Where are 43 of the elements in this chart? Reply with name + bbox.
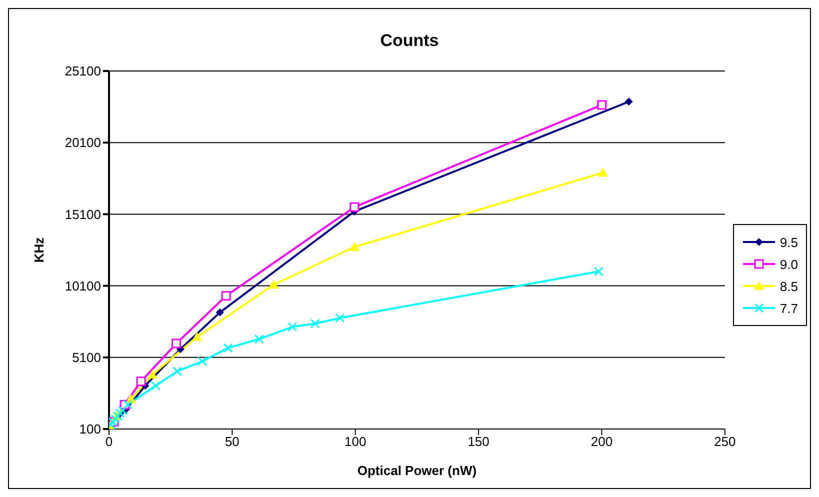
point <box>350 202 360 212</box>
point <box>288 322 298 332</box>
point <box>118 406 128 416</box>
point <box>172 338 182 348</box>
x-tick-label: 150 <box>468 434 490 450</box>
point <box>221 291 231 301</box>
legend-label: 9.0 <box>780 256 798 272</box>
point <box>115 408 125 418</box>
point <box>192 332 202 341</box>
point <box>310 318 320 328</box>
y-tick-label: 20100 <box>64 135 101 150</box>
point <box>150 381 160 391</box>
point <box>335 313 345 323</box>
x-tick-label: 200 <box>590 434 613 450</box>
point <box>136 376 146 386</box>
x-tick-label: 0 <box>105 434 113 450</box>
y-tick-label: 15100 <box>64 206 101 222</box>
point <box>598 168 608 177</box>
point <box>147 370 158 379</box>
y-axis-title: KHz <box>32 236 47 263</box>
chart-title: Counts <box>379 31 440 52</box>
x-tick-label: 250 <box>714 434 736 450</box>
y-tick-label: 100 <box>79 422 101 437</box>
x-axis-title: Optical Power (nW) <box>357 463 477 478</box>
point <box>349 242 360 251</box>
legend-label: 9.5 <box>780 234 798 250</box>
legend-label: 8.5 <box>780 278 798 294</box>
legend-label: 7.7 <box>780 300 798 316</box>
y-tick-label: 25100 <box>64 64 101 79</box>
x-tick-label: 100 <box>344 434 366 450</box>
point <box>268 280 279 289</box>
point <box>122 400 132 410</box>
y-tick-label: 10100 <box>64 278 101 294</box>
y-tick-label: 5100 <box>72 350 101 366</box>
point <box>624 98 633 106</box>
x-tick-label: 50 <box>224 434 240 450</box>
point <box>216 308 224 316</box>
point <box>594 266 604 276</box>
point <box>254 334 264 344</box>
point <box>596 100 606 110</box>
point <box>223 343 233 353</box>
point <box>197 356 207 366</box>
point <box>172 366 182 376</box>
